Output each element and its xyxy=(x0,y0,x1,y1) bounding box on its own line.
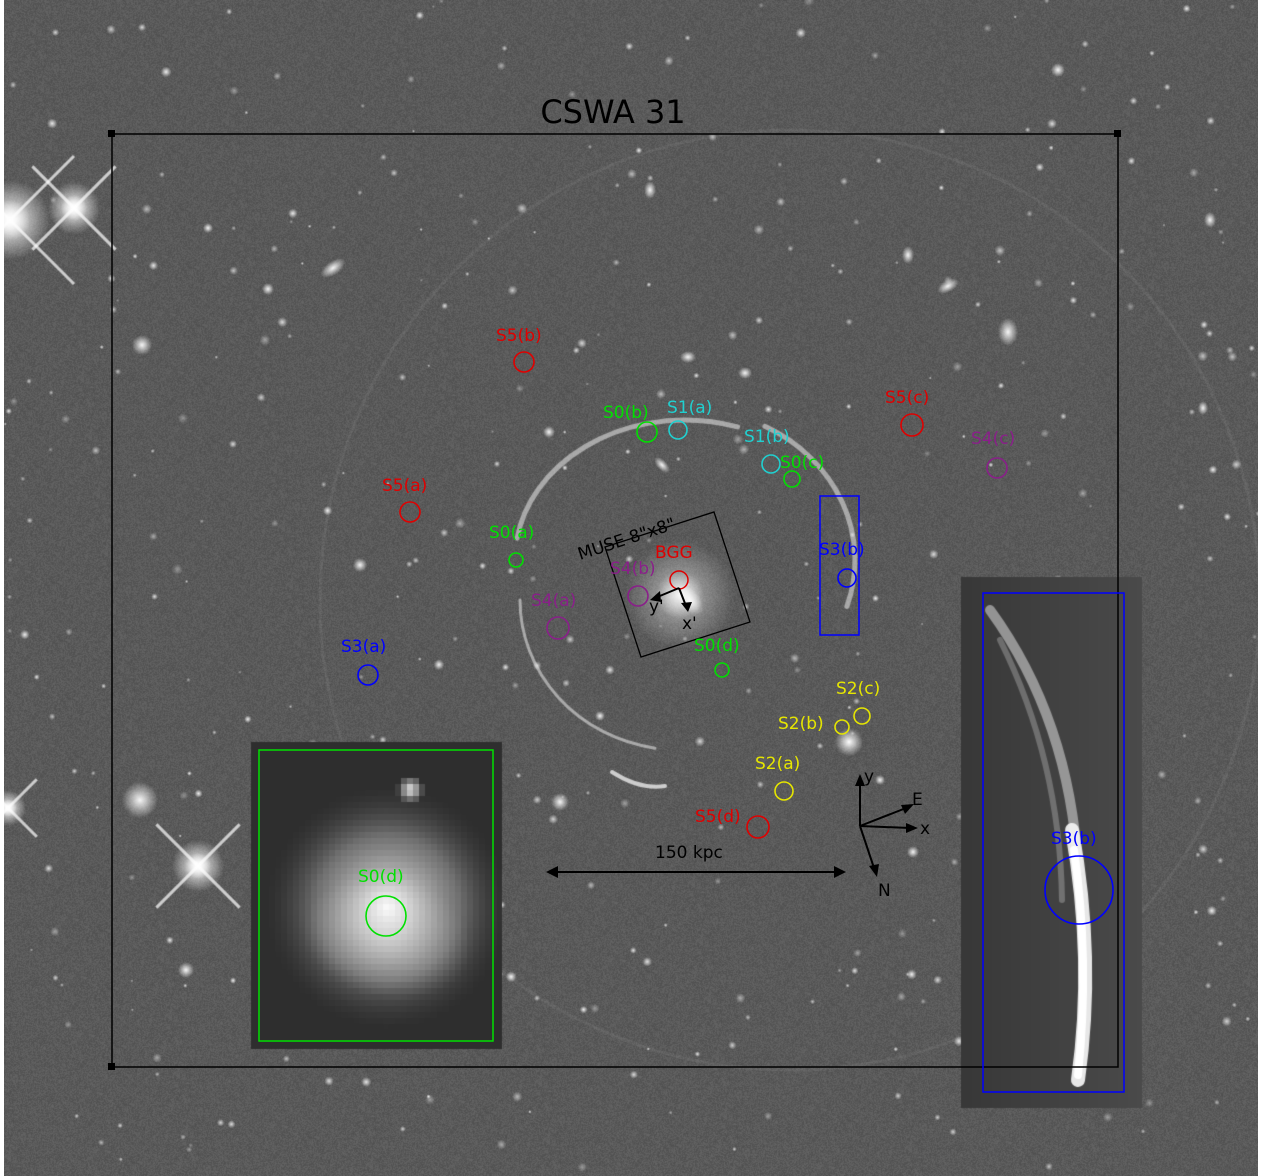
source-s4b: S4(b) xyxy=(610,559,656,607)
s3b-inset-label: S3(b) xyxy=(1051,829,1097,849)
source-label: S2(c) xyxy=(836,679,880,699)
scale-bar: 150 kpc xyxy=(546,843,846,878)
source-s2b: S2(b) xyxy=(778,714,850,735)
source-s5d: S5(d) xyxy=(695,807,770,839)
compass-y: y xyxy=(864,767,874,787)
source-marker-circle xyxy=(399,501,421,523)
source-marker-circle xyxy=(668,420,688,440)
compass-x: x xyxy=(920,819,930,839)
source-marker-circle xyxy=(900,413,924,437)
source-s5c: S5(c) xyxy=(885,388,929,437)
source-label: S0(d) xyxy=(694,636,740,656)
s3b-zoom-box xyxy=(819,495,860,636)
source-label: S1(a) xyxy=(667,398,712,418)
source-label: S4(c) xyxy=(971,429,1015,449)
source-s3b: S3(b) xyxy=(819,540,865,588)
source-s4a: S4(a) xyxy=(531,591,576,640)
source-label: S0(a) xyxy=(489,523,534,543)
source-s5b: S5(b) xyxy=(496,326,542,373)
source-marker-circle xyxy=(714,662,730,678)
source-label: S4(b) xyxy=(610,559,656,579)
source-s3a: S3(a) xyxy=(341,637,386,686)
source-marker-circle xyxy=(627,585,649,607)
source-marker-circle xyxy=(986,457,1008,479)
source-marker-circle xyxy=(508,552,524,568)
source-s2c: S2(c) xyxy=(836,679,880,725)
source-marker-circle xyxy=(357,664,379,686)
compass: y x E N xyxy=(855,767,930,901)
axis-x-prime: x' xyxy=(682,614,697,634)
source-s0b: S0(b) xyxy=(603,403,658,443)
source-marker-circle xyxy=(853,707,871,725)
source-s1a: S1(a) xyxy=(667,398,712,440)
compass-n: N xyxy=(878,881,891,901)
source-marker-circle xyxy=(636,421,658,443)
source-s2a: S2(a) xyxy=(755,754,800,801)
source-s0c: S0(c) xyxy=(780,453,824,488)
source-s0a: S0(a) xyxy=(489,523,534,568)
source-s5a: S5(a) xyxy=(382,476,427,523)
source-label: S4(a) xyxy=(531,591,576,611)
source-marker-circle xyxy=(837,568,857,588)
source-marker-circle xyxy=(746,815,770,839)
source-label: S2(a) xyxy=(755,754,800,774)
source-s0d: S0(d) xyxy=(694,636,740,678)
source-label: S5(a) xyxy=(382,476,427,496)
source-s4c: S4(c) xyxy=(971,429,1015,479)
source-s1b: S1(b) xyxy=(744,427,790,474)
source-marker-circle xyxy=(761,454,781,474)
source-markers: S0(a) S0(b) S0(c) S0(d) S1(a) S1(b) S2(a) S2(b)… xyxy=(341,326,1015,839)
source-label: S5(b) xyxy=(496,326,542,346)
s3b-inset-marker xyxy=(1044,855,1114,925)
source-label: S3(a) xyxy=(341,637,386,657)
s0d-inset-label: S0(d) xyxy=(358,867,404,887)
source-marker-circle xyxy=(774,781,794,801)
s3b-inset-frame xyxy=(982,592,1125,1093)
source-marker-circle xyxy=(783,470,801,488)
source-label: S3(b) xyxy=(819,540,865,560)
s0d-inset-frame xyxy=(258,749,494,1042)
field-frame xyxy=(111,133,1119,1068)
source-label: S5(c) xyxy=(885,388,929,408)
figure-title: CSWA 31 xyxy=(540,93,685,131)
s0d-inset-marker xyxy=(365,895,407,937)
bgg-label: BGG xyxy=(655,543,693,563)
scale-label: 150 kpc xyxy=(655,843,723,863)
source-marker-circle xyxy=(513,351,535,373)
source-label: S5(d) xyxy=(695,807,741,827)
source-label: S0(b) xyxy=(603,403,649,423)
compass-e: E xyxy=(912,790,923,810)
bgg-marker xyxy=(669,570,689,590)
source-marker-circle xyxy=(834,719,850,735)
source-label: S2(b) xyxy=(778,714,824,734)
source-label: S1(b) xyxy=(744,427,790,447)
axis-y-prime: y' xyxy=(649,597,664,617)
source-marker-circle xyxy=(546,616,570,640)
source-label: S0(c) xyxy=(780,453,824,473)
